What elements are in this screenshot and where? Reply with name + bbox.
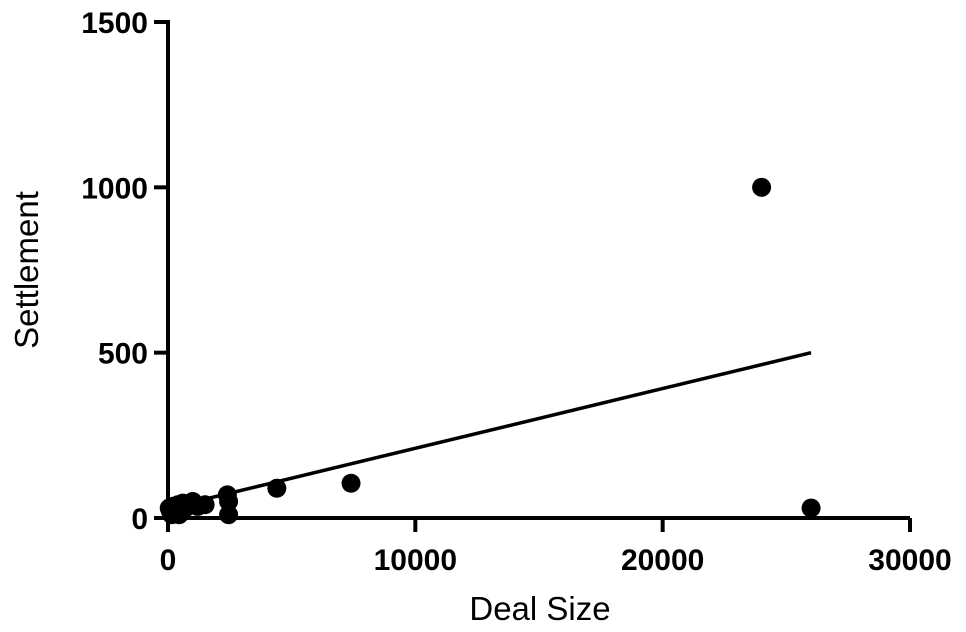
x-axis-title: Deal Size xyxy=(469,590,610,627)
x-tick-label: 10000 xyxy=(374,544,457,577)
x-tick-label: 0 xyxy=(160,544,177,577)
data-point xyxy=(219,505,239,525)
tick-labels: 0 500 1000 1500 0 10000 20000 30000 xyxy=(81,7,951,577)
data-point xyxy=(341,473,361,493)
y-tick-label: 0 xyxy=(131,503,148,536)
data-point xyxy=(801,498,821,518)
data-points xyxy=(159,177,821,525)
y-axis-title: Settlement xyxy=(8,191,45,349)
x-tick-label: 30000 xyxy=(868,544,951,577)
data-point xyxy=(752,177,772,197)
y-tick-label: 1500 xyxy=(81,7,148,40)
data-point xyxy=(195,495,215,515)
tick-marks xyxy=(154,20,912,532)
x-tick-label: 20000 xyxy=(621,544,704,577)
trendline-group xyxy=(167,350,812,510)
y-tick-label: 500 xyxy=(98,338,148,371)
y-tick-label: 1000 xyxy=(81,172,148,205)
trendline xyxy=(167,350,812,510)
data-point xyxy=(219,491,239,511)
axes xyxy=(166,20,910,520)
data-point xyxy=(267,478,287,498)
